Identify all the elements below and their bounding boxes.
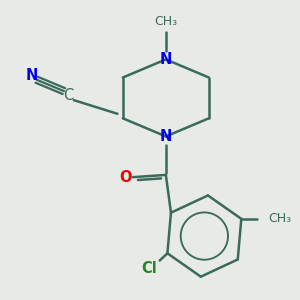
Text: N: N (26, 68, 38, 83)
Text: Cl: Cl (141, 261, 157, 276)
Text: N: N (160, 129, 172, 144)
Text: CH₃: CH₃ (268, 212, 292, 225)
Text: C: C (63, 88, 74, 103)
Text: CH₃: CH₃ (154, 15, 177, 28)
Text: O: O (119, 170, 131, 185)
Text: N: N (160, 52, 172, 67)
